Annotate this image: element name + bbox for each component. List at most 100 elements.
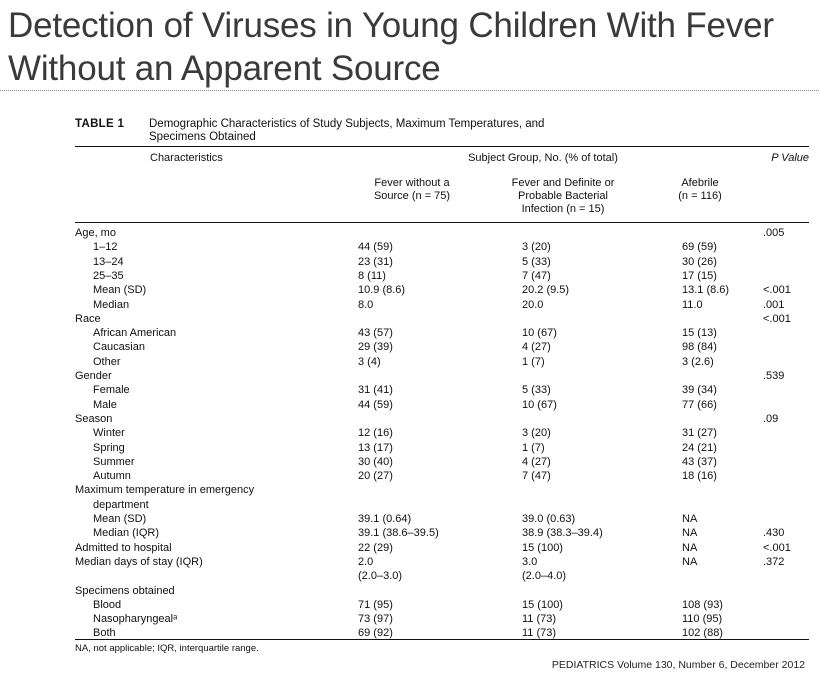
cell-fever-bacterial: 7 (47) (522, 269, 551, 282)
cell-afebrile: 31 (27) (682, 427, 717, 440)
table-row: Mean (SD) 10.9 (8.6) 20.2 (9.5) 13.1 (8.6) <… (75, 283, 809, 297)
cell-p-value: <.001 (763, 312, 791, 325)
table-row: 13–24 23 (31) 5 (33) 30 (26) (75, 255, 809, 269)
cell-afebrile: 18 (16) (682, 470, 717, 483)
table-row: Male 44 (59) 10 (67) 77 (66) (75, 398, 809, 412)
table-row: Other 3 (4) 1 (7) 3 (2.6) (75, 355, 809, 369)
cell-fever-no-source: 39.1 (0.64) (358, 513, 412, 525)
cell-p-value: .005 (763, 227, 785, 239)
cell-p-value: .09 (763, 412, 779, 425)
cell-afebrile: 13.1 (8.6) (682, 284, 730, 297)
cell-fever-no-source: 44 (59) (358, 398, 393, 411)
header-characteristics: Characteristics (150, 152, 223, 164)
row-label: 25–35 (93, 269, 124, 282)
row-label: Race (75, 312, 101, 325)
row-label: Median (93, 298, 130, 311)
table-row: Median days of stay (IQR) 2.0 3.0 NA .372 (75, 555, 809, 569)
row-label: Male (93, 398, 117, 411)
row-label: 1–12 (93, 241, 118, 254)
row-label: department (93, 498, 149, 511)
cell-fever-no-source: 8 (11) (358, 269, 386, 282)
table-row: Blood 71 (95) 15 (100) 108 (93) (75, 598, 809, 612)
caption-text: Demographic Characteristics of Study Sub… (149, 118, 739, 144)
journal-citation: PEDIATRICS Volume 130, Number 6, Decembe… (551, 659, 805, 671)
cell-fever-no-source: 23 (31) (358, 255, 393, 268)
row-label: Age, mo (75, 227, 116, 239)
cell-fever-bacterial: 1 (7) (522, 355, 545, 368)
cell-fever-bacterial: 5 (33) (522, 384, 551, 397)
header-col1-line2: Source (n = 75) (373, 190, 451, 202)
cell-fever-no-source: (2.0–3.0) (358, 570, 403, 583)
cell-fever-no-source: 20 (27) (358, 470, 393, 483)
table-top-rule (75, 146, 809, 147)
table-row: African American 43 (57) 10 (67) 15 (13) (75, 326, 809, 340)
cell-afebrile: 11.0 (682, 298, 703, 311)
header-col1-line1: Fever without a (374, 177, 450, 189)
cell-p-value: .001 (763, 298, 785, 311)
table-row: 1–12 44 (59) 3 (20) 69 (59) (75, 240, 809, 254)
cell-fever-no-source: 13 (17) (358, 441, 393, 454)
cell-afebrile: 24 (21) (682, 441, 717, 454)
row-label: Mean (SD) (93, 513, 147, 525)
cell-afebrile: 102 (88) (682, 627, 723, 640)
header-col-fever-bacterial: Fever and Definite or Probable Bacterial… (488, 177, 638, 216)
table-row: Nasopharyngealᵃ 73 (97) 11 (73) 110 (95) (75, 612, 809, 626)
cell-afebrile: 69 (59) (682, 241, 717, 254)
table-footnote: NA, not applicable; IQR, interquartile r… (75, 643, 259, 654)
table-row: department (75, 498, 809, 512)
table-label: TABLE 1 (75, 118, 125, 130)
table-bottom-rule (75, 639, 809, 640)
table-row: Winter 12 (16) 3 (20) 31 (27) (75, 426, 809, 440)
row-label: Gender (75, 370, 112, 382)
row-label: Other (93, 355, 121, 368)
cell-afebrile: 30 (26) (682, 255, 717, 268)
row-label: Both (93, 627, 116, 640)
cell-fever-bacterial: (2.0–4.0) (522, 570, 567, 583)
table-row: Median 8.0 20.0 11.0 .001 (75, 298, 809, 312)
cell-afebrile: NA (682, 555, 698, 568)
row-label: Winter (93, 427, 125, 440)
cell-fever-bacterial: 3.0 (522, 555, 538, 568)
cell-afebrile: 39 (34) (682, 384, 717, 397)
cell-p-value: .430 (763, 527, 785, 540)
cell-fever-no-source: 73 (97) (358, 613, 393, 626)
table-row: Season .09 (75, 412, 809, 426)
table-row: Spring 13 (17) 1 (7) 24 (21) (75, 441, 809, 455)
cell-fever-no-source: 31 (41) (358, 384, 393, 397)
cell-fever-no-source: 3 (4) (358, 355, 381, 368)
cell-afebrile: 98 (84) (682, 341, 717, 354)
row-label: Specimens obtained (75, 584, 175, 597)
table-row: Median (IQR) 39.1 (38.6–39.5) 38.9 (38.3–3… (75, 526, 809, 540)
table-row: Female 31 (41) 5 (33) 39 (34) (75, 383, 809, 397)
header-subject-group: Subject Group, No. (% of total) (468, 152, 618, 164)
cell-fever-bacterial: 11 (73) (522, 613, 557, 626)
row-label: Autumn (93, 470, 131, 483)
cell-fever-no-source: 39.1 (38.6–39.5) (358, 527, 439, 540)
row-label: Nasopharyngealᵃ (93, 613, 178, 626)
slide-title-line-1: Detection of Viruses in Young Children W… (8, 6, 774, 45)
table-row: Specimens obtained (75, 584, 809, 598)
cell-afebrile: 17 (15) (682, 269, 717, 282)
header-p-value: P Value (771, 152, 809, 164)
cell-fever-bacterial: 4 (27) (522, 455, 551, 468)
cell-afebrile: NA (682, 527, 698, 540)
header-col3-line2: (n = 116) (678, 190, 722, 202)
cell-p-value: .539 (763, 370, 785, 382)
cell-afebrile: 108 (93) (682, 598, 723, 611)
row-label: Median days of stay (IQR) (75, 555, 203, 568)
cell-fever-bacterial: 15 (100) (522, 541, 563, 554)
row-label: Mean (SD) (93, 284, 147, 297)
cell-fever-bacterial: 20.0 (522, 298, 544, 311)
cell-fever-bacterial: 11 (73) (522, 627, 557, 640)
table-row: Both 69 (92) 11 (73) 102 (88) (75, 626, 809, 640)
cell-fever-no-source: 30 (40) (358, 455, 393, 468)
row-label: Spring (93, 441, 125, 454)
table-row: Race <.001 (75, 312, 809, 326)
row-label: Admitted to hospital (75, 541, 172, 554)
row-label: Season (75, 412, 113, 425)
table-row: Age, mo .005 (75, 226, 809, 240)
cell-fever-no-source: 71 (95) (358, 598, 393, 611)
table-row: Autumn 20 (27) 7 (47) 18 (16) (75, 469, 809, 483)
cell-afebrile: NA (682, 541, 698, 554)
header-col2-line3: Infection (n = 15) (521, 203, 605, 215)
